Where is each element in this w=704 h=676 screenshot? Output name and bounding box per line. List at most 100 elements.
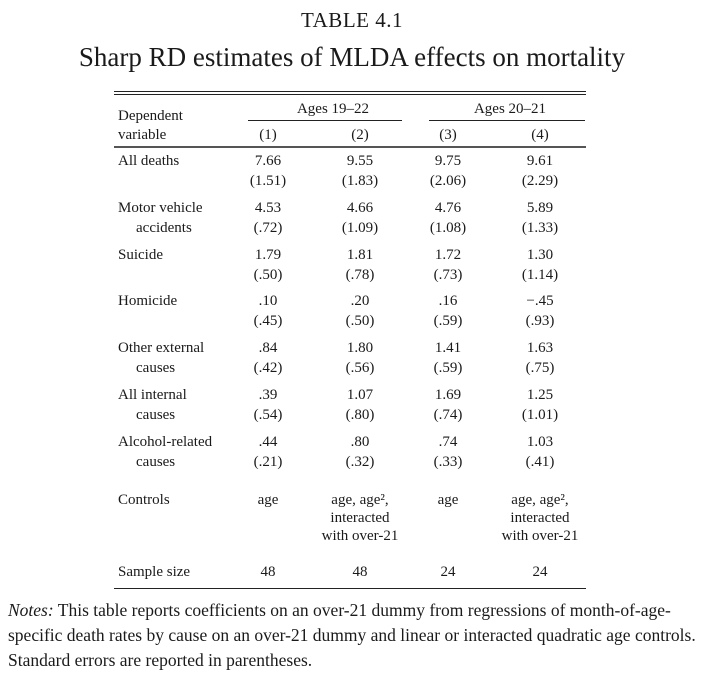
coefficient: .44 (258, 433, 278, 450)
row-label: Suicide (118, 246, 163, 263)
sample-size-value: 24 (532, 564, 548, 580)
coefficient: .39 (258, 387, 278, 403)
group-underline-1 (248, 120, 402, 121)
coefficient: 9.55 (346, 153, 374, 169)
column-number-3: (3) (439, 127, 457, 143)
standard-error: (1.14) (521, 266, 559, 283)
table-title: Sharp RD estimates of MLDA effects on mo… (78, 42, 626, 72)
standard-error: (1.51) (249, 173, 287, 189)
row-label-cont: accidents (136, 219, 192, 236)
table-notes: Notes: This table reports coefficients o… (8, 598, 698, 673)
coefficient: 9.75 (434, 153, 462, 169)
column-number-1: (1) (259, 127, 277, 143)
coefficient: 4.53 (254, 199, 282, 216)
coefficient: .10 (258, 293, 278, 310)
coefficient: .74 (438, 433, 458, 450)
standard-error: (.42) (253, 360, 283, 377)
row-label-cont: causes (136, 360, 176, 377)
row-label: Homicide (118, 293, 178, 310)
standard-error: (.21) (253, 453, 283, 470)
group-underline-2 (429, 120, 585, 121)
standard-error: (2.29) (521, 173, 559, 189)
coefficient: 1.69 (434, 387, 462, 403)
dep-var-header-1: Dependent (118, 108, 183, 124)
coefficient: 1.63 (526, 340, 554, 357)
controls-value: age, age², (511, 492, 569, 508)
coefficient: 4.66 (346, 199, 374, 216)
standard-error: (1.09) (341, 219, 379, 236)
controls-label: Controls (118, 492, 170, 508)
coefficient: 5.89 (526, 199, 554, 216)
controls-value: with over-21 (321, 528, 399, 544)
top-rule-2 (114, 94, 586, 95)
group-header-ages-20-21: Ages 20–21 (473, 101, 547, 117)
sample-size-value: 48 (260, 564, 276, 580)
standard-error: (.56) (345, 360, 375, 377)
standard-error: (.74) (433, 407, 463, 423)
controls-value: age (257, 492, 279, 508)
group-header-ages-19-22: Ages 19–22 (296, 101, 370, 117)
coefficient: 1.79 (254, 246, 282, 263)
column-number-4: (4) (531, 127, 549, 143)
coefficient: 1.03 (526, 433, 554, 450)
coefficient: 1.30 (526, 246, 554, 263)
dep-var-header-2: variable (118, 127, 167, 143)
controls-value: interacted (330, 510, 390, 526)
controls-value: age, age², (331, 492, 389, 508)
row-label: Alcohol-related (118, 433, 213, 450)
column-number-2: (2) (351, 127, 369, 143)
notes-text: This table reports coefficients on an ov… (8, 600, 696, 670)
standard-error: (.41) (525, 453, 555, 470)
standard-error: (.59) (433, 313, 463, 330)
bottom-rule (114, 588, 586, 589)
coefficient: 1.80 (346, 340, 374, 357)
row-label-cont: causes (136, 407, 176, 423)
sample-size-value: 24 (440, 564, 456, 580)
standard-error: (.73) (433, 266, 463, 283)
standard-error: (.75) (525, 360, 555, 377)
sample-size-value: 48 (352, 564, 368, 580)
coefficient: −.45 (526, 293, 554, 310)
standard-error: (.93) (525, 313, 555, 330)
standard-error: (.50) (345, 313, 375, 330)
row-label: All internal (118, 387, 187, 403)
sample-size-label: Sample size (118, 564, 191, 580)
row-label-cont: causes (136, 453, 176, 470)
controls-value: interacted (510, 510, 570, 526)
coefficient: .80 (350, 433, 370, 450)
coefficient: 1.81 (346, 246, 374, 263)
standard-error: (.59) (433, 360, 463, 377)
table-number: TABLE 4.1 (301, 8, 403, 32)
row-label: Motor vehicle (118, 199, 203, 216)
coefficient: .16 (438, 293, 458, 310)
coefficient: .20 (350, 293, 370, 310)
coefficient: 4.76 (434, 199, 462, 216)
coefficient: 1.07 (346, 387, 374, 403)
coefficient: 1.41 (434, 340, 462, 357)
standard-error: (.45) (253, 313, 283, 330)
header-rule (114, 146, 586, 148)
row-label: All deaths (118, 153, 180, 169)
standard-error: (.80) (345, 407, 375, 423)
coefficient: 1.72 (434, 246, 462, 263)
coefficient: 9.61 (526, 153, 554, 169)
standard-error: (.32) (345, 453, 375, 470)
standard-error: (.78) (345, 266, 375, 283)
controls-value: age (437, 492, 459, 508)
top-rule (114, 91, 586, 92)
coefficient: 7.66 (254, 153, 282, 169)
standard-error: (.50) (253, 266, 283, 283)
standard-error: (.72) (253, 219, 283, 236)
standard-error: (.33) (433, 453, 463, 470)
standard-error: (1.08) (429, 219, 467, 236)
coefficient: .84 (258, 340, 278, 357)
controls-value: with over-21 (501, 528, 579, 544)
coefficient: 1.25 (526, 387, 554, 403)
standard-error: (2.06) (429, 173, 467, 189)
standard-error: (.54) (253, 407, 283, 423)
standard-error: (1.83) (341, 173, 379, 189)
notes-lead: Notes: (8, 600, 54, 620)
row-label: Other external (118, 340, 205, 357)
standard-error: (1.01) (521, 407, 559, 423)
standard-error: (1.33) (521, 219, 559, 236)
